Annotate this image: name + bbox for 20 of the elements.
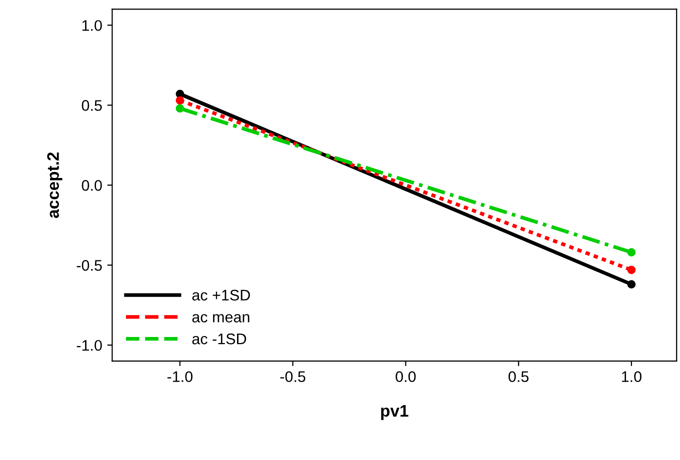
point bbox=[627, 280, 636, 288]
point bbox=[176, 104, 184, 113]
x-tick-label: 0.5 bbox=[508, 371, 529, 382]
y-tick-label: -1.0 bbox=[76, 340, 102, 351]
y-axis-title: accept.2 bbox=[47, 152, 62, 218]
point bbox=[176, 96, 184, 105]
y-tick-label: 1.0 bbox=[82, 20, 102, 31]
x-tick-label: -1.0 bbox=[167, 371, 192, 382]
y-tick-label: 0.5 bbox=[82, 100, 102, 111]
legend-label: ac mean bbox=[192, 314, 250, 322]
x-tick-label: -0.5 bbox=[280, 371, 306, 382]
y-tick-label: -0.5 bbox=[76, 260, 102, 271]
x-tick-label: 1.0 bbox=[622, 371, 642, 382]
legend-label: ac -1SD bbox=[192, 334, 246, 344]
x-tick-label: 0.0 bbox=[396, 371, 416, 382]
x-axis-title: pv1 bbox=[381, 405, 408, 420]
point bbox=[627, 266, 636, 274]
legend-label: ac +1SD bbox=[192, 290, 250, 301]
y-tick-label: 0.0 bbox=[82, 180, 102, 191]
point bbox=[627, 248, 636, 256]
